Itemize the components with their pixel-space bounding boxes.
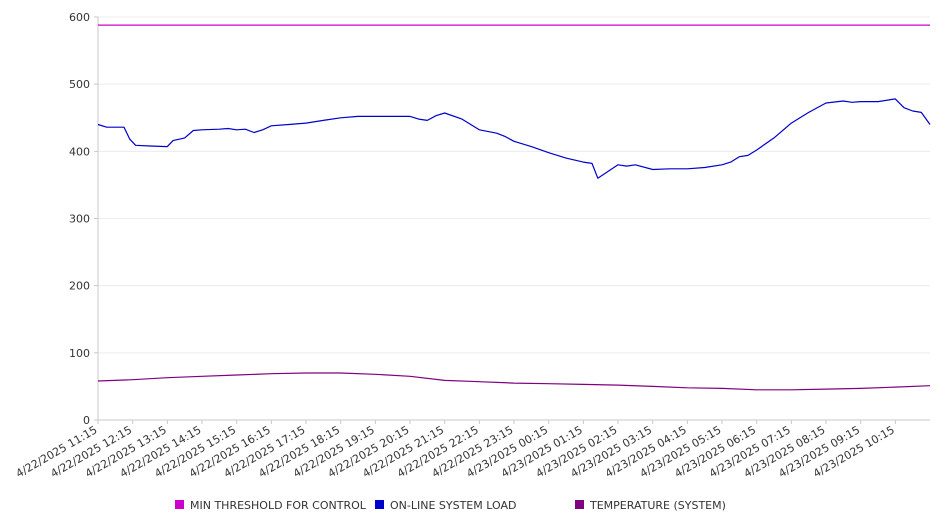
legend: MIN THRESHOLD FOR CONTROL ON-LINE SYSTEM … bbox=[175, 499, 726, 512]
legend-label: TEMPERATURE (SYSTEM) bbox=[589, 499, 726, 512]
series-line bbox=[97, 98, 931, 179]
y-tick-labels: 0 100 200 300 400 500 600 bbox=[69, 11, 98, 427]
y-tick-label: 300 bbox=[69, 213, 90, 226]
y-tick-label: 0 bbox=[83, 414, 90, 427]
y-tick-label: 600 bbox=[69, 11, 90, 24]
y-tick-label: 200 bbox=[69, 280, 90, 293]
grid-lines bbox=[98, 16, 930, 354]
legend-label: MIN THRESHOLD FOR CONTROL bbox=[190, 499, 367, 512]
legend-swatch bbox=[375, 500, 384, 509]
legend-swatch bbox=[175, 500, 184, 509]
series-line bbox=[97, 372, 931, 391]
series-lines bbox=[97, 24, 931, 391]
y-tick-label: 400 bbox=[69, 145, 90, 158]
legend-label: ON-LINE SYSTEM LOAD bbox=[390, 499, 516, 512]
y-tick-label: 500 bbox=[69, 78, 90, 91]
y-tick-label: 100 bbox=[69, 347, 90, 360]
x-tick-labels: 4/22/2025 11:154/22/2025 12:154/22/2025 … bbox=[14, 420, 897, 480]
legend-swatch bbox=[575, 500, 584, 509]
